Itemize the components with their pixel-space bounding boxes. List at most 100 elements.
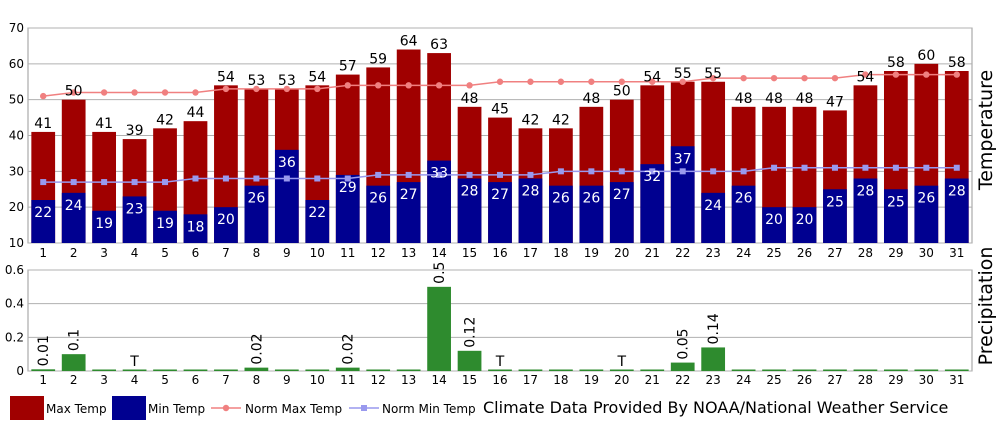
temp-x-tick-label: 2 (70, 246, 78, 260)
min-temp-bar (914, 185, 939, 243)
max-temp-value-label: 48 (765, 91, 783, 107)
precip-x-tick-label: 1 (39, 373, 47, 387)
precip-x-tick-label: 19 (584, 373, 599, 387)
precipitation-bar (427, 286, 451, 371)
precipitation-bar (335, 367, 360, 371)
max-temp-value-label: 42 (552, 112, 570, 128)
legend-swatch-norm-max-dot (222, 404, 230, 412)
precipitation-bar (944, 369, 969, 371)
max-temp-value-label: 53 (247, 73, 265, 89)
precipitation-value-label: 0.02 (249, 333, 265, 364)
norm-min-temp-point (923, 164, 930, 171)
norm-min-temp-point (344, 175, 351, 182)
norm-min-temp-point (466, 171, 473, 178)
max-temp-value-label: 48 (461, 91, 479, 107)
temp-x-tick-label: 23 (706, 246, 721, 260)
max-temp-value-label: 63 (430, 37, 448, 53)
norm-max-temp-point (496, 78, 504, 85)
data-credit: Climate Data Provided By NOAA/National W… (483, 398, 948, 417)
precipitation-value-label: 0.02 (341, 333, 357, 364)
temp-x-tick-label: 6 (192, 246, 200, 260)
precip-x-tick-label: 6 (192, 373, 200, 387)
norm-min-temp-point (801, 164, 808, 171)
norm-max-temp-point (862, 71, 869, 78)
min-temp-value-label: 26 (552, 191, 570, 207)
legend-label-norm-max: Norm Max Temp (245, 402, 342, 416)
temp-x-tick-label: 27 (827, 246, 842, 260)
temp-y-tick-label: 10 (9, 236, 24, 250)
norm-max-temp-point (222, 85, 230, 93)
precipitation-bar (305, 369, 330, 371)
precip-x-tick-label: 24 (736, 373, 751, 387)
precip-y-tick-label: 0.6 (5, 263, 24, 277)
min-temp-bar (244, 185, 269, 243)
precipitation-bar (640, 369, 665, 371)
temp-y-tick-label: 40 (9, 129, 24, 143)
precip-x-tick-label: 17 (523, 373, 538, 387)
precipitation-bar (153, 369, 177, 371)
temp-x-tick-label: 7 (222, 246, 230, 260)
norm-min-temp-point (253, 175, 260, 182)
precipitation-bar (731, 369, 756, 371)
precipitation-plot-area (27, 269, 973, 372)
norm-max-temp-point (466, 82, 473, 89)
min-temp-bar (701, 192, 726, 243)
precip-x-tick-label: 30 (919, 373, 934, 387)
min-temp-value-label: 27 (491, 187, 509, 203)
norm-min-temp-point (740, 168, 747, 175)
min-temp-value-label: 28 (522, 184, 540, 200)
min-temp-bar (670, 146, 695, 243)
max-temp-value-label: 60 (917, 48, 935, 64)
min-temp-bar (792, 207, 817, 243)
norm-max-temp-point (740, 74, 747, 82)
norm-max-temp-point (192, 89, 199, 96)
precipitation-bar (701, 347, 726, 371)
temp-x-tick-label: 30 (919, 246, 934, 260)
max-temp-value-label: 54 (308, 69, 326, 85)
max-temp-value-label: 54 (857, 69, 875, 85)
min-temp-bar (549, 185, 573, 243)
min-temp-value-label: 23 (126, 201, 144, 217)
precip-x-tick-label: 21 (645, 373, 660, 387)
norm-max-temp-point (405, 82, 412, 89)
min-temp-bar (31, 200, 56, 243)
norm-min-temp-point (679, 168, 686, 175)
max-temp-value-label: 41 (95, 116, 113, 132)
precipitation-trace-label: T (495, 354, 505, 370)
precipitation-bar (92, 369, 117, 371)
min-temp-bar (457, 178, 482, 243)
max-temp-value-label: 55 (704, 66, 722, 82)
norm-min-temp-point (375, 171, 382, 178)
norm-max-temp-point (314, 85, 321, 93)
norm-max-temp-point (679, 78, 686, 85)
norm-min-temp-point (162, 179, 169, 186)
min-temp-value-label: 26 (917, 191, 935, 207)
precip-x-tick-label: 8 (253, 373, 261, 387)
precip-x-tick-label: 4 (131, 373, 139, 387)
temp-x-tick-label: 4 (131, 246, 139, 260)
min-temp-value-label: 28 (948, 184, 966, 200)
precip-x-tick-label: 5 (161, 373, 169, 387)
precip-y-tick-label: 0.4 (5, 297, 24, 311)
norm-max-temp-point (161, 89, 169, 96)
min-temp-value-label: 19 (156, 216, 174, 232)
precip-x-tick-label: 7 (222, 373, 230, 387)
min-temp-bar (579, 185, 604, 243)
norm-min-temp-point (70, 179, 77, 186)
norm-max-temp-point (801, 74, 808, 82)
temp-x-tick-label: 1 (39, 246, 47, 260)
norm-min-temp-point (953, 164, 960, 171)
norm-max-temp-point (344, 82, 351, 89)
precip-x-tick-label: 22 (675, 373, 690, 387)
min-temp-bar (883, 189, 908, 243)
precip-x-tick-label: 10 (310, 373, 325, 387)
temp-x-tick-label: 12 (371, 246, 386, 260)
min-temp-value-label: 24 (65, 198, 83, 214)
temp-x-tick-label: 14 (431, 246, 446, 260)
norm-min-temp-point (831, 164, 838, 171)
max-temp-value-label: 59 (369, 51, 387, 67)
norm-min-temp-point (405, 171, 412, 178)
min-temp-bar (853, 178, 878, 243)
precip-x-tick-label: 29 (888, 373, 903, 387)
precipitation-trace-label: T (617, 354, 627, 370)
